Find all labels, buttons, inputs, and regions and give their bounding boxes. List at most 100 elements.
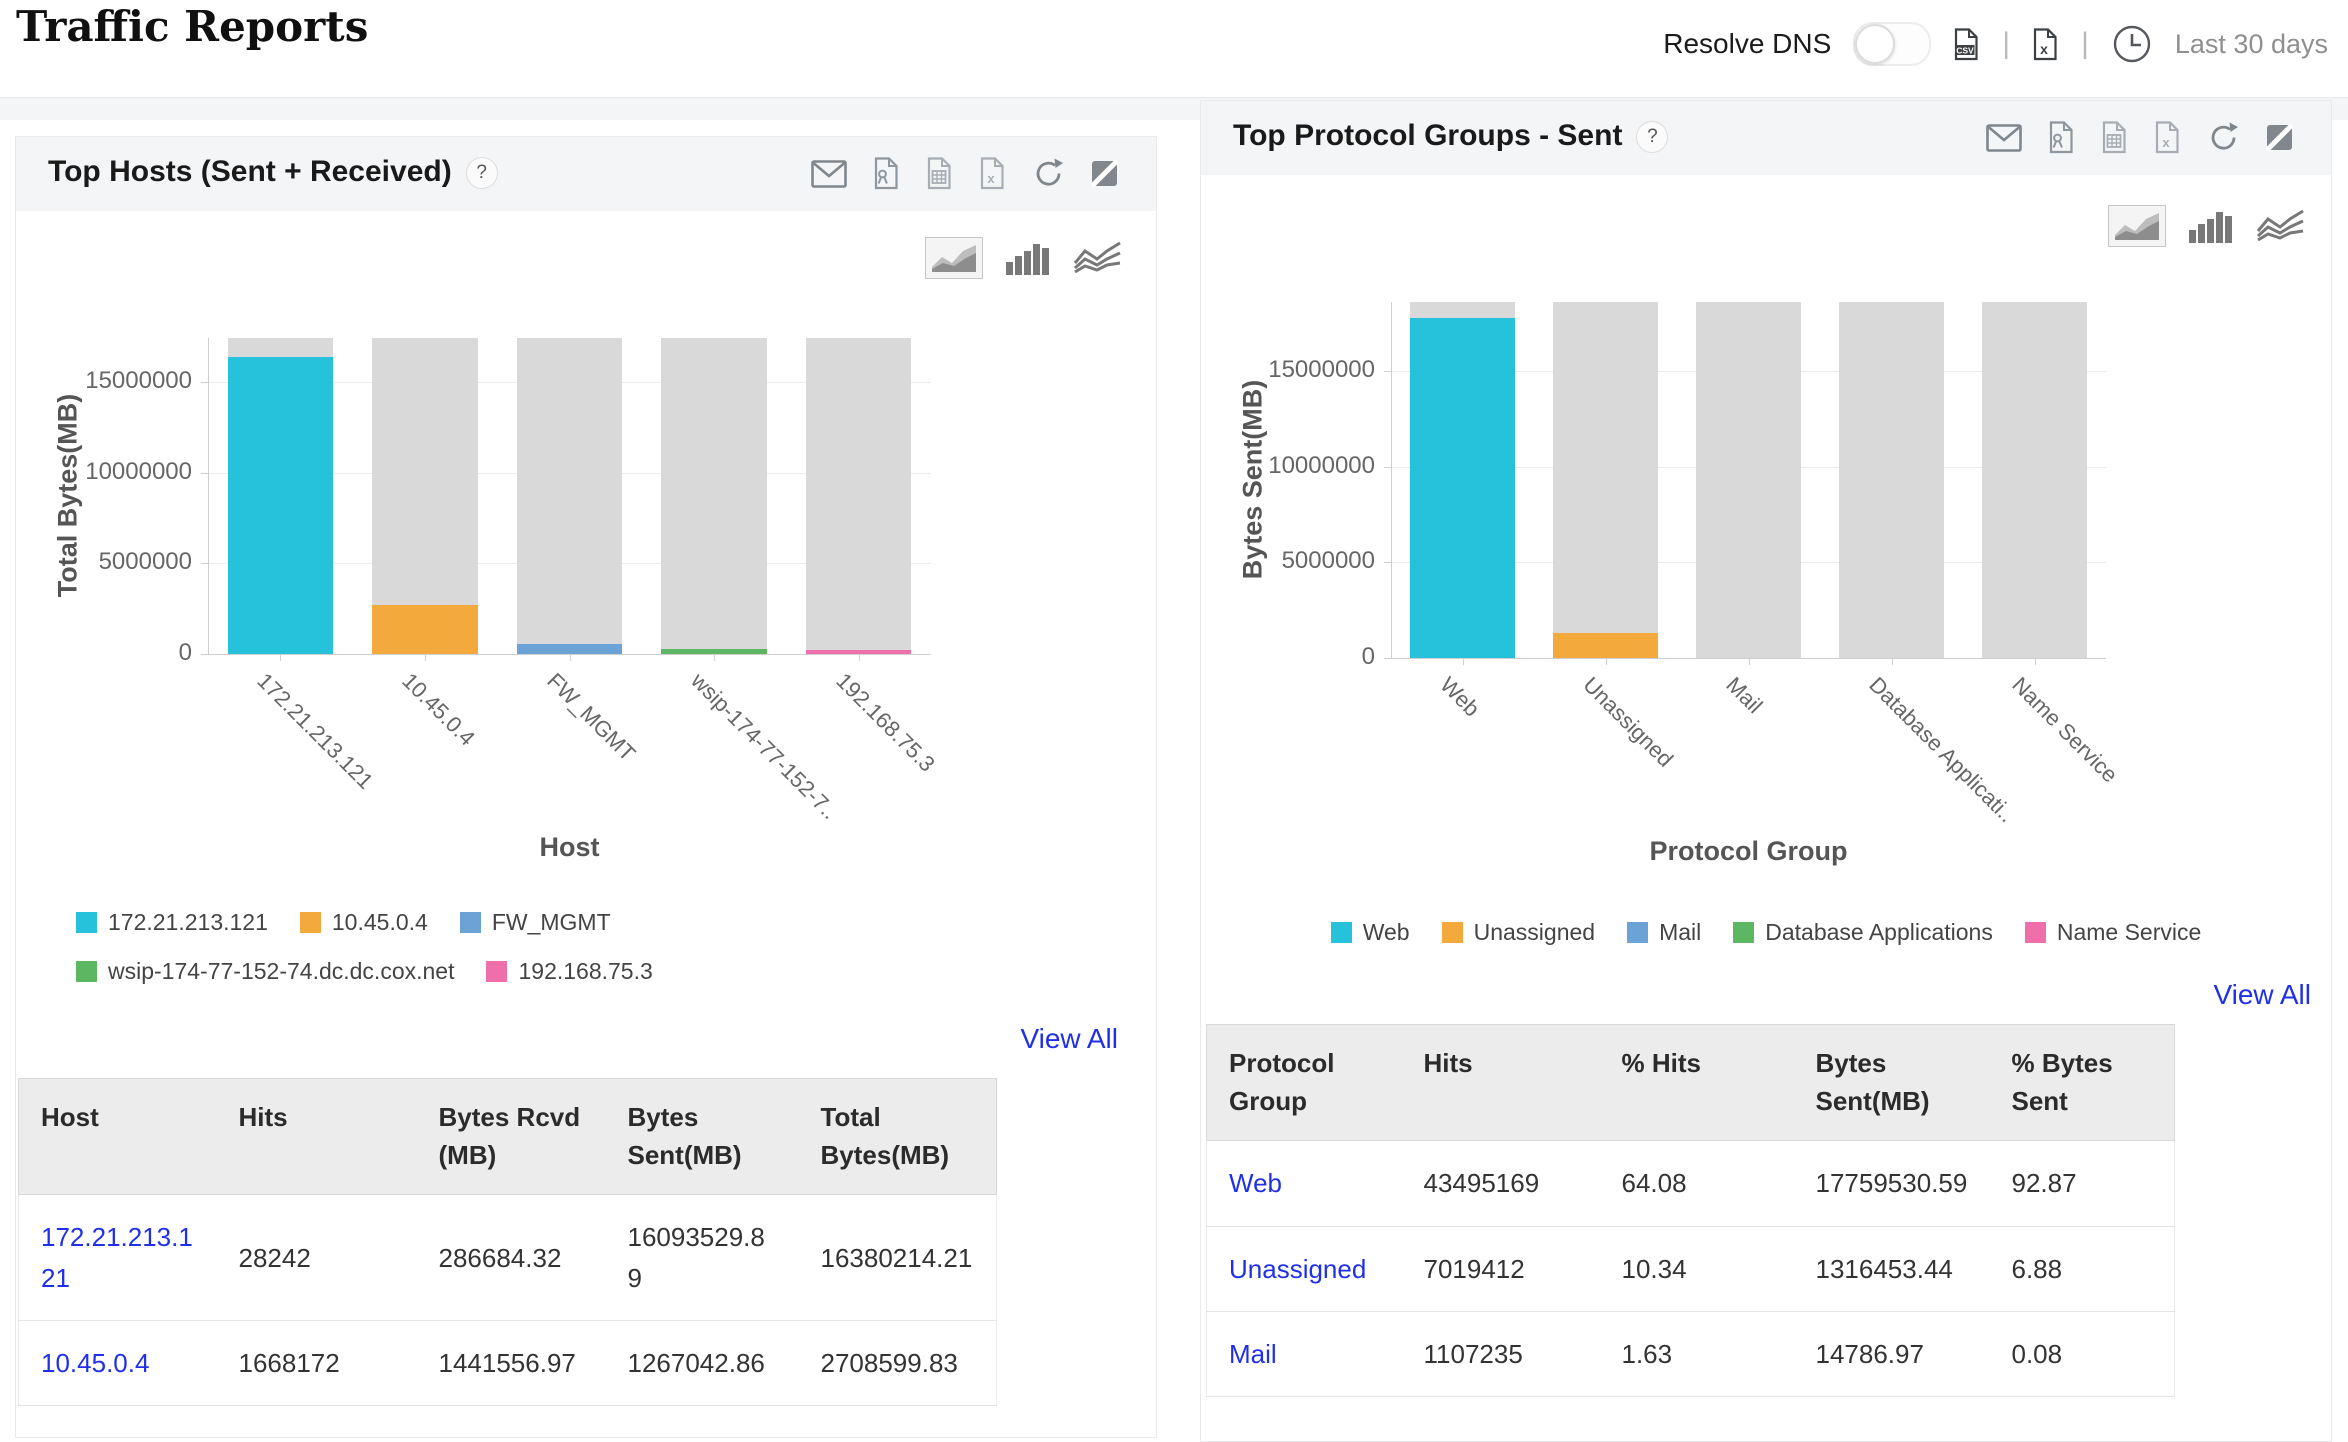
help-icon[interactable]: ? [465, 157, 498, 189]
legend-swatch [1441, 922, 1463, 943]
legend-item[interactable]: FW_MGMT [459, 909, 611, 936]
help-icon[interactable]: ? [1636, 121, 1669, 153]
expand-icon[interactable] [1091, 160, 1118, 187]
legend-item[interactable]: 172.21.213.121 [76, 909, 268, 936]
table-cell: 92.87 [1989, 1140, 2175, 1227]
backdrop-bar [805, 338, 912, 654]
pdf-export-icon[interactable] [2048, 121, 2075, 154]
legend-label: wsip-174-77-152-74.dc.dc.cox.net [108, 958, 455, 984]
chart-type-selector [925, 237, 1123, 279]
excel-export-icon[interactable]: x [2032, 27, 2059, 61]
legend-item[interactable]: 10.45.0.4 [299, 909, 428, 936]
table-cell: 1107235 [1401, 1311, 1600, 1398]
legend-swatch [76, 912, 97, 933]
table-row: Mail 1107235 1.63 14786.97 0.08 [1206, 1311, 2175, 1398]
legend-swatch [76, 961, 97, 982]
spreadsheet-export-icon[interactable] [926, 157, 953, 190]
row-link-cell[interactable]: Unassigned [1206, 1226, 1402, 1312]
view-all-link[interactable]: View All [1020, 1023, 1118, 1054]
row-link-cell[interactable]: Web [1206, 1140, 1402, 1227]
column-header[interactable]: % Bytes Sent [1989, 1023, 2175, 1142]
resolve-dns-toggle[interactable] [1853, 22, 1932, 66]
spreadsheet-export-icon[interactable] [2101, 121, 2128, 154]
legend-item[interactable]: Unassigned [1441, 919, 1596, 946]
row-link-cell[interactable]: 10.45.0.4 [18, 1320, 217, 1407]
legend-item[interactable]: 192.168.75.3 [486, 958, 653, 985]
legend-item[interactable]: Database Applications [1733, 919, 1993, 946]
column-header[interactable]: Bytes Sent(MB) [605, 1077, 799, 1196]
top-protocol-groups-table: Protocol Group Hits% Hits Bytes Sent(MB)% … [1206, 1023, 2175, 1398]
column-header[interactable]: Hits [216, 1077, 417, 1196]
x-tick [424, 654, 426, 661]
area-chart-icon[interactable] [925, 237, 983, 279]
panel-title: Top Protocol Groups - Sent? [1233, 119, 1669, 153]
table-row: Unassigned 7019412 10.34 1316453.44 6.88 [1206, 1226, 2175, 1312]
legend-label: Mail [1659, 919, 1702, 945]
csv-export-icon[interactable]: CSV [1953, 27, 1980, 61]
table-cell: 1668172 [216, 1320, 417, 1407]
refresh-icon[interactable] [2207, 121, 2240, 154]
x-axis-title: Host [539, 832, 600, 862]
legend-item[interactable]: Name Service [2024, 919, 2202, 946]
column-header[interactable]: Bytes Sent(MB) [1793, 1023, 1990, 1142]
y-axis-title: Bytes Sent(MB) [1237, 379, 1268, 580]
row-link-cell[interactable]: Mail [1206, 1311, 1402, 1398]
bar-chart-icon[interactable] [2188, 208, 2234, 244]
email-icon[interactable] [811, 159, 847, 188]
table-row: Web 43495169 64.08 17759530.59 92.87 [1206, 1140, 2175, 1227]
column-header[interactable]: Host [18, 1077, 217, 1196]
table-cell: 28242 [216, 1194, 417, 1321]
top-toolbar: Resolve DNS CSV | x | Last 30 days [1663, 22, 2328, 66]
line-chart-icon[interactable] [1073, 241, 1123, 275]
toolbar-separator: | [2002, 27, 2011, 60]
email-icon[interactable] [1986, 123, 2022, 152]
export-toolbar: x [811, 157, 1118, 190]
toolbar-separator: | [2081, 27, 2089, 60]
legend-label: Name Service [2056, 919, 2202, 945]
table-cell: 1316453.44 [1793, 1226, 1990, 1312]
bar [372, 604, 478, 654]
excel-export-icon[interactable]: x [979, 157, 1006, 190]
table-cell: 286684.32 [416, 1194, 606, 1321]
expand-icon[interactable] [2266, 124, 2293, 151]
export-toolbar: x [1986, 121, 2293, 154]
area-chart-icon[interactable] [2108, 205, 2166, 247]
time-period-icon[interactable] [2111, 23, 2153, 65]
table-cell: 16093529.89 [605, 1194, 799, 1321]
legend-item[interactable]: Web [1330, 919, 1410, 946]
column-header[interactable]: Total Bytes(MB) [798, 1077, 997, 1196]
legend-swatch [1330, 922, 1352, 943]
legend-item[interactable]: wsip-174-77-152-74.dc.dc.cox.net [76, 958, 454, 985]
x-axis-label: Database Applicati.. [1863, 672, 2020, 828]
time-period-label[interactable]: Last 30 days [2174, 28, 2328, 59]
legend-item[interactable]: Mail [1627, 919, 1701, 946]
svg-text:x: x [2040, 41, 2048, 57]
line-chart-icon[interactable] [2256, 209, 2306, 243]
backdrop-bar [1553, 302, 1658, 658]
excel-export-icon[interactable]: x [2154, 121, 2181, 154]
table-cell: 64.08 [1599, 1140, 1794, 1227]
backdrop-bar [661, 338, 767, 654]
column-header[interactable]: % Hits [1599, 1023, 1794, 1142]
view-all-link[interactable]: View All [2213, 979, 2311, 1010]
column-header[interactable]: Bytes Rcvd (MB) [416, 1077, 606, 1196]
panel-header: Top Protocol Groups - Sent? x [1201, 101, 2331, 175]
bar-chart-icon[interactable] [1005, 240, 1051, 276]
refresh-icon[interactable] [1032, 157, 1065, 190]
row-link-cell[interactable]: 172.21.213.121 [18, 1194, 217, 1321]
table-cell: 7019412 [1401, 1226, 1600, 1312]
y-tick-label: 5000000 [98, 548, 192, 576]
x-axis-line [1391, 658, 2106, 659]
bar [805, 650, 912, 654]
pdf-export-icon[interactable] [873, 157, 900, 190]
column-header[interactable]: Protocol Group [1206, 1023, 1402, 1142]
legend-label: Unassigned [1473, 919, 1596, 945]
column-header[interactable]: Hits [1401, 1023, 1600, 1142]
bar [227, 357, 334, 654]
x-axis-title: Protocol Group [1649, 836, 1848, 866]
bar [516, 644, 623, 654]
chart-legend: 172.21.213.121 10.45.0.4 FW_MGMT wsip-174-7… [76, 909, 976, 985]
y-axis-line [208, 338, 209, 654]
x-axis-label: Web [1434, 672, 1485, 722]
legend-swatch [299, 912, 321, 933]
